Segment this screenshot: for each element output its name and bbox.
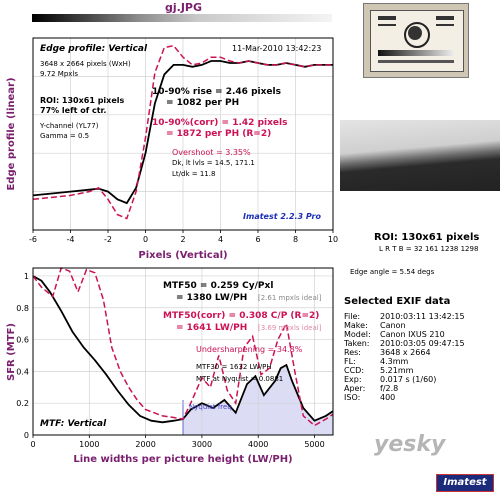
mtf-series-mtf <box>32 275 334 424</box>
mtf50-ideal: [2.61 mpxls ideal] <box>258 294 322 302</box>
edge-profile-chart: -6 -4 -2 0 2 4 6 8 10 Pixels (Vertical) Edge pro… <box>6 37 338 261</box>
edge-x-tick-label: -6 <box>29 235 37 244</box>
mtf-chart: 0 1000 2000 3000 4000 5000 0 0.2 0.4 0.6 0.8 1 Lin… <box>6 267 334 465</box>
exif-row-ccd: CCD: 5.21mm <box>344 366 414 375</box>
mtf-series-corr <box>32 267 334 427</box>
edge-series <box>32 44 333 220</box>
edge-roi-loc: 77% left of ctr. <box>40 106 107 115</box>
file-title: gj.JPG <box>165 1 203 14</box>
mtf-x-tick-label: 4000 <box>248 440 268 449</box>
nyquist-label: Nyquist freq. <box>189 403 234 411</box>
exif-row-res: Res: 3648 x 2664 <box>344 348 431 357</box>
edge-series-raw <box>32 60 333 205</box>
mtf50-corr: MTF50(corr) = 0.308 C/P (R=2) <box>163 311 320 321</box>
edge-x-tick-label: 4 <box>218 235 223 244</box>
side-roi: ROI: 130x61 pixels <box>374 232 480 243</box>
test-chart-thumbnail <box>363 3 469 78</box>
mtf-x-tick-label: 0 <box>30 440 35 449</box>
mtf-y-tick-label: 0.4 <box>16 367 29 376</box>
mtf-series <box>32 267 334 427</box>
mtf50-corr-ideal: [3.69 mpxls ideal] <box>258 324 322 332</box>
mtf-y-tick-label: 1 <box>24 272 29 281</box>
exif-title: Selected EXIF data <box>344 296 451 307</box>
mtf30: MTF30 = 1632 LW/PH <box>196 363 272 371</box>
edge-overshoot: Overshoot = 3.35% <box>172 148 251 157</box>
exif-row-model: Model: Canon IXUS 210 <box>344 330 445 339</box>
side-edge-angle: Edge angle = 5.54 degs <box>350 268 435 276</box>
exif-row-exp: Exp: 0.017 s (1/60) <box>344 375 437 384</box>
mtf-x-axis-label: Line widths per picture height (LW/PH) <box>73 454 292 465</box>
mtf-x-tick-label: 3000 <box>192 440 212 449</box>
watermark-logo: yesky <box>374 432 446 457</box>
edge-mpxls: 9.72 Mpxls <box>40 70 79 78</box>
edge-x-axis-label: Pixels (Vertical) <box>138 250 227 261</box>
edge-rise-ph: = 1082 per PH <box>166 98 240 108</box>
edge-rise-corr: 10-90%(corr) = 1.42 pixels <box>152 118 288 128</box>
exif-row-aper: Aper: f/2.8 <box>344 384 399 393</box>
edge-date: 11-Mar-2010 13:42:23 <box>232 44 322 53</box>
imatest-version: Imatest 2.2.3 Pro <box>243 212 321 221</box>
edge-x-tick-label: 10 <box>328 235 338 244</box>
mtf-y-tick-label: 0 <box>24 431 29 440</box>
exif-row-iso: ISO: 400 <box>344 393 396 402</box>
exif-list: File: 2010:03:11 13:42:15 Make: Canon Mode… <box>344 312 494 402</box>
edge-gamma: Gamma = 0.5 <box>40 132 90 140</box>
edge-series-corr <box>32 44 333 220</box>
mtf-x-tick-label: 1000 <box>79 440 99 449</box>
edge-roi: ROI: 130x61 pixels <box>40 96 125 105</box>
exif-row-fl: FL: 4.3mm <box>344 357 409 366</box>
edge-x-tick-label: -4 <box>67 235 75 244</box>
mtf-title: MTF: Vertical <box>40 419 107 429</box>
mtf-y-axis-label: SFR (MTF) <box>6 323 17 381</box>
mtf-at-nyquist: MTF at Nyquist = 0.0881 <box>196 375 284 383</box>
edge-rise-corr-ph: = 1872 per PH (R=2) <box>166 129 272 139</box>
undersharpening: Undersharpening = 34.8% <box>196 345 303 354</box>
edge-x-ticks: -6 -4 -2 0 2 4 6 8 10 <box>29 230 338 244</box>
mtf-plot-frame <box>32 267 334 436</box>
edge-dims: 3648 x 2664 pixels (WxH) <box>40 60 131 68</box>
gray-gradient-bar <box>32 14 332 22</box>
edge-dark-light-levels: Dk, lt lvls = 14.5, 171.1 <box>172 159 255 167</box>
edge-rise: 10-90% rise = 2.46 pixels <box>152 87 281 97</box>
edge-x-tick-label: 6 <box>255 235 260 244</box>
mtf-y-tick-label: 0.2 <box>16 399 29 408</box>
mtf-y-tick-label: 0.6 <box>16 336 29 345</box>
edge-y-axis-label: Edge profile (linear) <box>6 77 17 190</box>
edge-x-tick-label: -2 <box>104 235 112 244</box>
mtf-y-tick-label: 0.8 <box>16 304 29 313</box>
mtf-x-tick-label: 2000 <box>135 440 155 449</box>
mtf-x-ticks: 0 1000 2000 3000 4000 5000 <box>30 435 325 449</box>
edge-channel: Y-channel (YL77) <box>40 122 99 130</box>
edge-x-tick-label: 0 <box>143 235 148 244</box>
edge-title: Edge profile: Vertical <box>40 44 148 54</box>
side-roi-coords: L R T B = 32 161 1238 1298 <box>379 245 479 253</box>
edge-x-tick-label: 8 <box>293 235 298 244</box>
imatest-logo: Imatest <box>436 474 494 492</box>
exif-row-file: File: 2010:03:11 13:42:15 <box>344 312 465 321</box>
roi-crop-image <box>340 120 500 191</box>
mtf50-lwph: = 1380 LW/PH <box>176 293 248 303</box>
edge-light-dark-ratio: Lt/dk = 11.8 <box>172 170 216 178</box>
mtf50-corr-lwph: = 1641 LW/PH <box>176 323 248 333</box>
exif-row-taken: Taken: 2010:03:05 09:47:15 <box>344 339 465 348</box>
exif-row-make: Make: Canon <box>344 321 406 330</box>
edge-x-tick-label: 2 <box>180 235 185 244</box>
mtf50: MTF50 = 0.259 Cy/Pxl <box>163 281 274 291</box>
mtf-y-ticks: 0 0.2 0.4 0.6 0.8 1 <box>16 272 29 440</box>
mtf-x-tick-label: 5000 <box>304 440 324 449</box>
